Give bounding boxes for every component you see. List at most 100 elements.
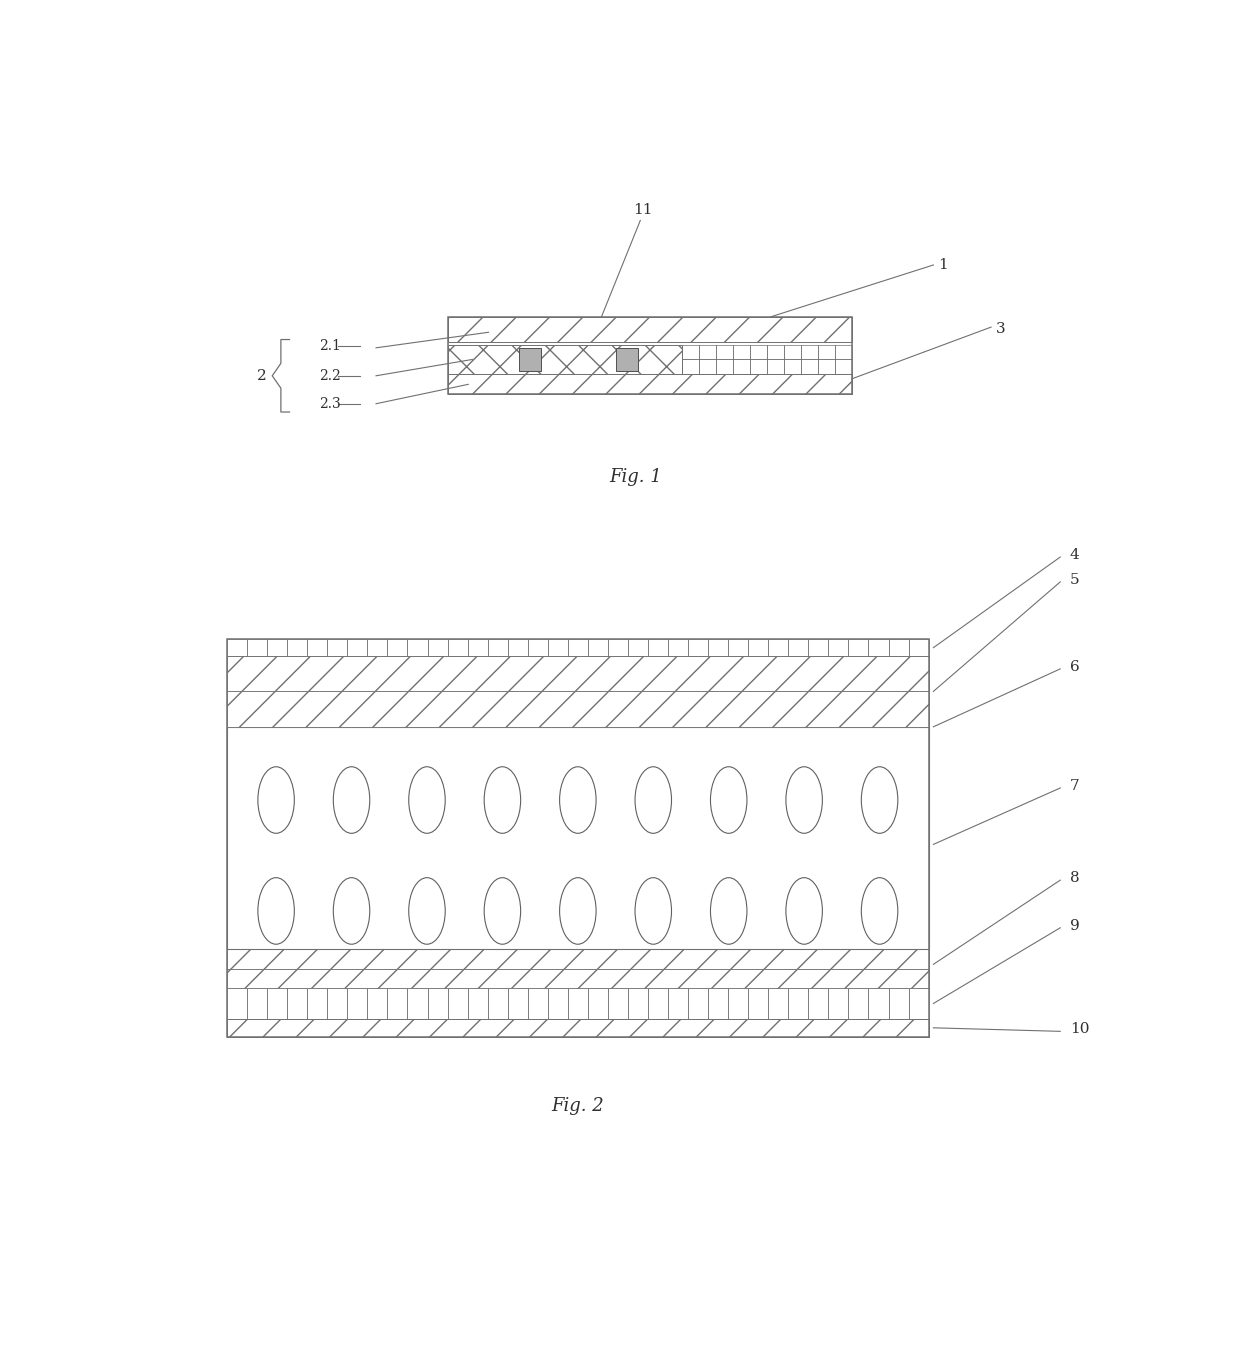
Bar xyxy=(528,639,548,656)
Text: 11: 11 xyxy=(634,203,653,218)
Bar xyxy=(227,639,247,656)
Bar xyxy=(789,987,808,1020)
Bar xyxy=(518,347,541,371)
Bar xyxy=(768,344,784,359)
Bar xyxy=(733,344,750,359)
Bar xyxy=(347,639,367,656)
Bar xyxy=(801,359,818,374)
Bar xyxy=(848,987,868,1020)
Bar xyxy=(835,359,852,374)
Bar xyxy=(733,359,750,374)
Text: 4: 4 xyxy=(1070,547,1080,562)
Bar xyxy=(507,639,528,656)
Bar xyxy=(448,987,467,1020)
Bar xyxy=(408,639,428,656)
Bar xyxy=(909,639,929,656)
Bar xyxy=(367,987,387,1020)
Bar xyxy=(608,639,627,656)
Text: 2.1: 2.1 xyxy=(319,339,341,352)
Bar xyxy=(227,726,929,948)
Bar xyxy=(227,948,929,968)
Bar xyxy=(750,344,768,359)
Bar xyxy=(548,639,568,656)
Bar xyxy=(789,639,808,656)
Bar xyxy=(728,987,748,1020)
Bar xyxy=(728,639,748,656)
Bar xyxy=(467,639,487,656)
Bar xyxy=(835,344,852,359)
Bar xyxy=(818,359,835,374)
Bar xyxy=(801,344,818,359)
Bar xyxy=(387,639,408,656)
Text: 1: 1 xyxy=(939,258,947,272)
Text: 2.2: 2.2 xyxy=(319,369,341,383)
Bar xyxy=(308,639,327,656)
Bar xyxy=(769,639,789,656)
Bar xyxy=(507,987,528,1020)
Bar xyxy=(227,656,929,691)
Bar xyxy=(828,987,848,1020)
Bar xyxy=(699,359,717,374)
Bar xyxy=(568,987,588,1020)
Bar xyxy=(288,639,308,656)
Text: 5: 5 xyxy=(1070,573,1080,586)
Bar xyxy=(768,359,784,374)
Text: 6: 6 xyxy=(1070,660,1080,674)
Bar xyxy=(227,691,929,726)
Bar xyxy=(649,639,668,656)
Bar xyxy=(784,359,801,374)
Text: Fig. 1: Fig. 1 xyxy=(609,468,662,487)
Bar xyxy=(327,987,347,1020)
Text: Fig. 2: Fig. 2 xyxy=(552,1098,604,1115)
Bar xyxy=(387,987,408,1020)
Bar xyxy=(448,317,852,342)
Bar xyxy=(615,347,637,371)
Bar xyxy=(408,987,428,1020)
Bar xyxy=(627,987,649,1020)
Bar xyxy=(487,639,507,656)
Bar xyxy=(288,987,308,1020)
Bar xyxy=(308,987,327,1020)
Text: 3: 3 xyxy=(996,323,1006,336)
Bar xyxy=(608,987,627,1020)
Bar xyxy=(267,987,288,1020)
Bar xyxy=(828,639,848,656)
Bar xyxy=(227,987,247,1020)
Bar xyxy=(227,1020,929,1037)
Bar xyxy=(769,987,789,1020)
Bar xyxy=(327,639,347,656)
Bar xyxy=(717,359,733,374)
Bar xyxy=(649,987,668,1020)
Bar xyxy=(247,639,267,656)
Text: 9: 9 xyxy=(1070,919,1080,932)
Bar xyxy=(627,639,649,656)
Bar xyxy=(808,639,828,656)
Bar xyxy=(227,639,929,1037)
Bar xyxy=(448,374,852,394)
Bar xyxy=(682,359,699,374)
Bar xyxy=(568,639,588,656)
Bar xyxy=(708,639,728,656)
Bar xyxy=(428,639,448,656)
Bar xyxy=(548,987,568,1020)
Bar xyxy=(784,344,801,359)
Bar xyxy=(448,639,467,656)
Bar xyxy=(448,344,682,374)
Bar xyxy=(688,639,708,656)
Text: 10: 10 xyxy=(1070,1022,1090,1036)
Text: 8: 8 xyxy=(1070,872,1080,885)
Bar xyxy=(487,987,507,1020)
Bar xyxy=(808,987,828,1020)
Bar xyxy=(227,968,929,987)
Bar xyxy=(668,639,688,656)
Bar xyxy=(688,987,708,1020)
Bar xyxy=(699,344,717,359)
Bar xyxy=(528,987,548,1020)
Bar xyxy=(267,639,288,656)
Text: 2.3: 2.3 xyxy=(319,397,341,410)
Text: 2: 2 xyxy=(257,369,267,383)
Bar xyxy=(668,987,688,1020)
Bar xyxy=(367,639,387,656)
Bar xyxy=(889,639,909,656)
Bar xyxy=(750,359,768,374)
